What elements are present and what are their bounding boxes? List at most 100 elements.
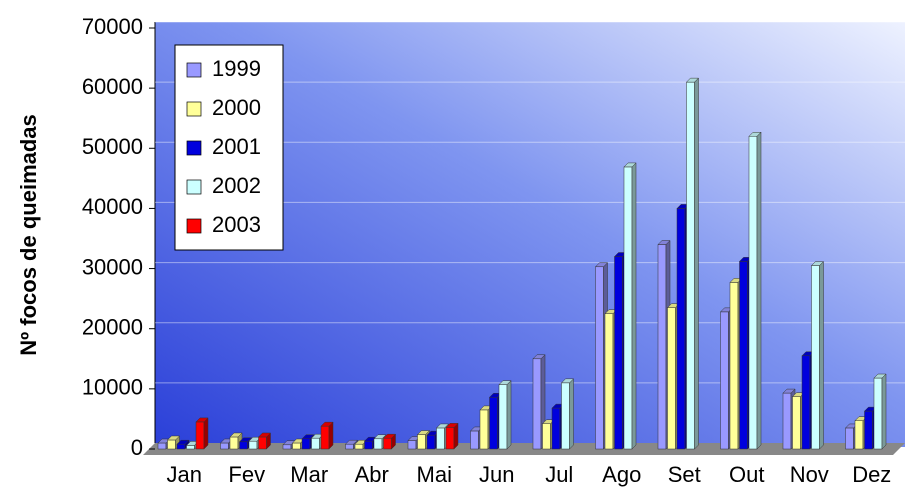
bar-front — [345, 443, 354, 450]
bar-front — [811, 265, 820, 450]
bar — [382, 433, 397, 450]
bar-front — [167, 439, 176, 450]
bar — [257, 432, 272, 450]
bar-top — [560, 378, 575, 384]
y-tick-label: 60000 — [82, 74, 143, 99]
bar-top — [532, 354, 546, 360]
bar-side — [203, 417, 209, 450]
x-tick-label: Ago — [602, 462, 641, 487]
bar — [623, 162, 637, 450]
x-tick-label: Jan — [167, 462, 202, 487]
bar-front — [320, 425, 330, 450]
bar-front — [407, 440, 417, 450]
bar-top — [382, 433, 397, 439]
bar-front — [782, 392, 792, 450]
legend-swatch — [186, 140, 202, 156]
bar-top — [195, 417, 209, 423]
bar — [445, 422, 459, 450]
bar-front — [686, 81, 695, 450]
bar — [560, 378, 575, 450]
bar-front — [479, 409, 489, 450]
x-tick-label: Mai — [417, 462, 452, 487]
bar-front — [301, 438, 311, 450]
legend-label: 2001 — [212, 134, 261, 159]
bar-front — [383, 437, 392, 450]
bar-front — [354, 443, 364, 450]
bar-front — [561, 382, 570, 450]
bar-side — [631, 162, 637, 450]
bar-front — [604, 313, 614, 450]
bar-front — [595, 266, 604, 450]
bar-side — [453, 422, 459, 450]
bar-front — [470, 430, 479, 450]
bar-front — [176, 443, 186, 450]
bar-front — [445, 427, 455, 450]
y-tick-label: 10000 — [82, 375, 143, 400]
bar-front — [186, 445, 195, 450]
bar-top — [594, 262, 609, 268]
bar-front — [739, 261, 748, 450]
bar-front — [373, 438, 383, 450]
bar-front — [801, 355, 811, 450]
x-tick-label: Set — [668, 462, 701, 487]
bar-front — [195, 421, 205, 450]
legend-label: 2003 — [212, 212, 261, 237]
bar-top — [238, 437, 253, 443]
bar-front — [676, 208, 686, 450]
legend-swatch — [186, 62, 202, 78]
bar — [320, 421, 334, 450]
legend-swatch — [186, 101, 202, 117]
bar-front — [854, 420, 864, 450]
bar-top — [445, 423, 459, 428]
bar-top — [257, 432, 272, 438]
bar — [195, 417, 209, 450]
bar-front — [498, 384, 508, 450]
bar-side — [328, 421, 334, 450]
bar-front — [489, 397, 498, 450]
bar-front — [258, 436, 267, 450]
legend-label: 1999 — [212, 56, 261, 81]
x-tick-label: Out — [729, 462, 764, 487]
y-tick-label: 20000 — [82, 315, 143, 340]
bar-top — [416, 430, 431, 435]
bar-front — [436, 427, 445, 450]
bar-top — [685, 77, 700, 83]
bar-front — [657, 244, 667, 450]
bar-top — [229, 432, 243, 438]
bar-front — [157, 442, 167, 450]
bar-front — [220, 442, 229, 450]
bar — [498, 380, 512, 450]
bar-top — [657, 240, 671, 245]
legend-label: 2002 — [212, 173, 261, 198]
bar-front — [729, 282, 739, 450]
legend-label: 2000 — [212, 95, 261, 120]
bar-top — [498, 380, 512, 385]
x-tick-label: Dez — [852, 462, 891, 487]
bar-top — [373, 434, 387, 440]
bar-top — [782, 388, 796, 394]
bar — [873, 373, 887, 450]
x-tick-label: Mar — [290, 462, 328, 487]
bar-side — [569, 378, 574, 450]
bar-front — [426, 434, 436, 450]
bar-front — [792, 396, 801, 450]
bar-front — [614, 256, 623, 450]
bar-front — [532, 358, 542, 450]
floor — [143, 443, 905, 455]
bar-side — [881, 373, 887, 450]
bar-front — [551, 407, 561, 450]
bar — [748, 131, 762, 450]
bar-front — [292, 442, 301, 450]
bar-front — [873, 377, 883, 450]
x-tick-label: Fev — [228, 462, 265, 487]
x-tick-label: Abr — [355, 462, 389, 487]
bar-top — [166, 435, 181, 441]
bar-front — [667, 307, 676, 450]
legend-swatch — [186, 218, 202, 234]
bar-front — [282, 444, 292, 450]
bar — [685, 77, 700, 450]
bar-front — [720, 311, 729, 450]
bar-front — [845, 427, 854, 450]
y-tick-label: 0 — [131, 435, 143, 460]
bar-top — [623, 162, 637, 168]
